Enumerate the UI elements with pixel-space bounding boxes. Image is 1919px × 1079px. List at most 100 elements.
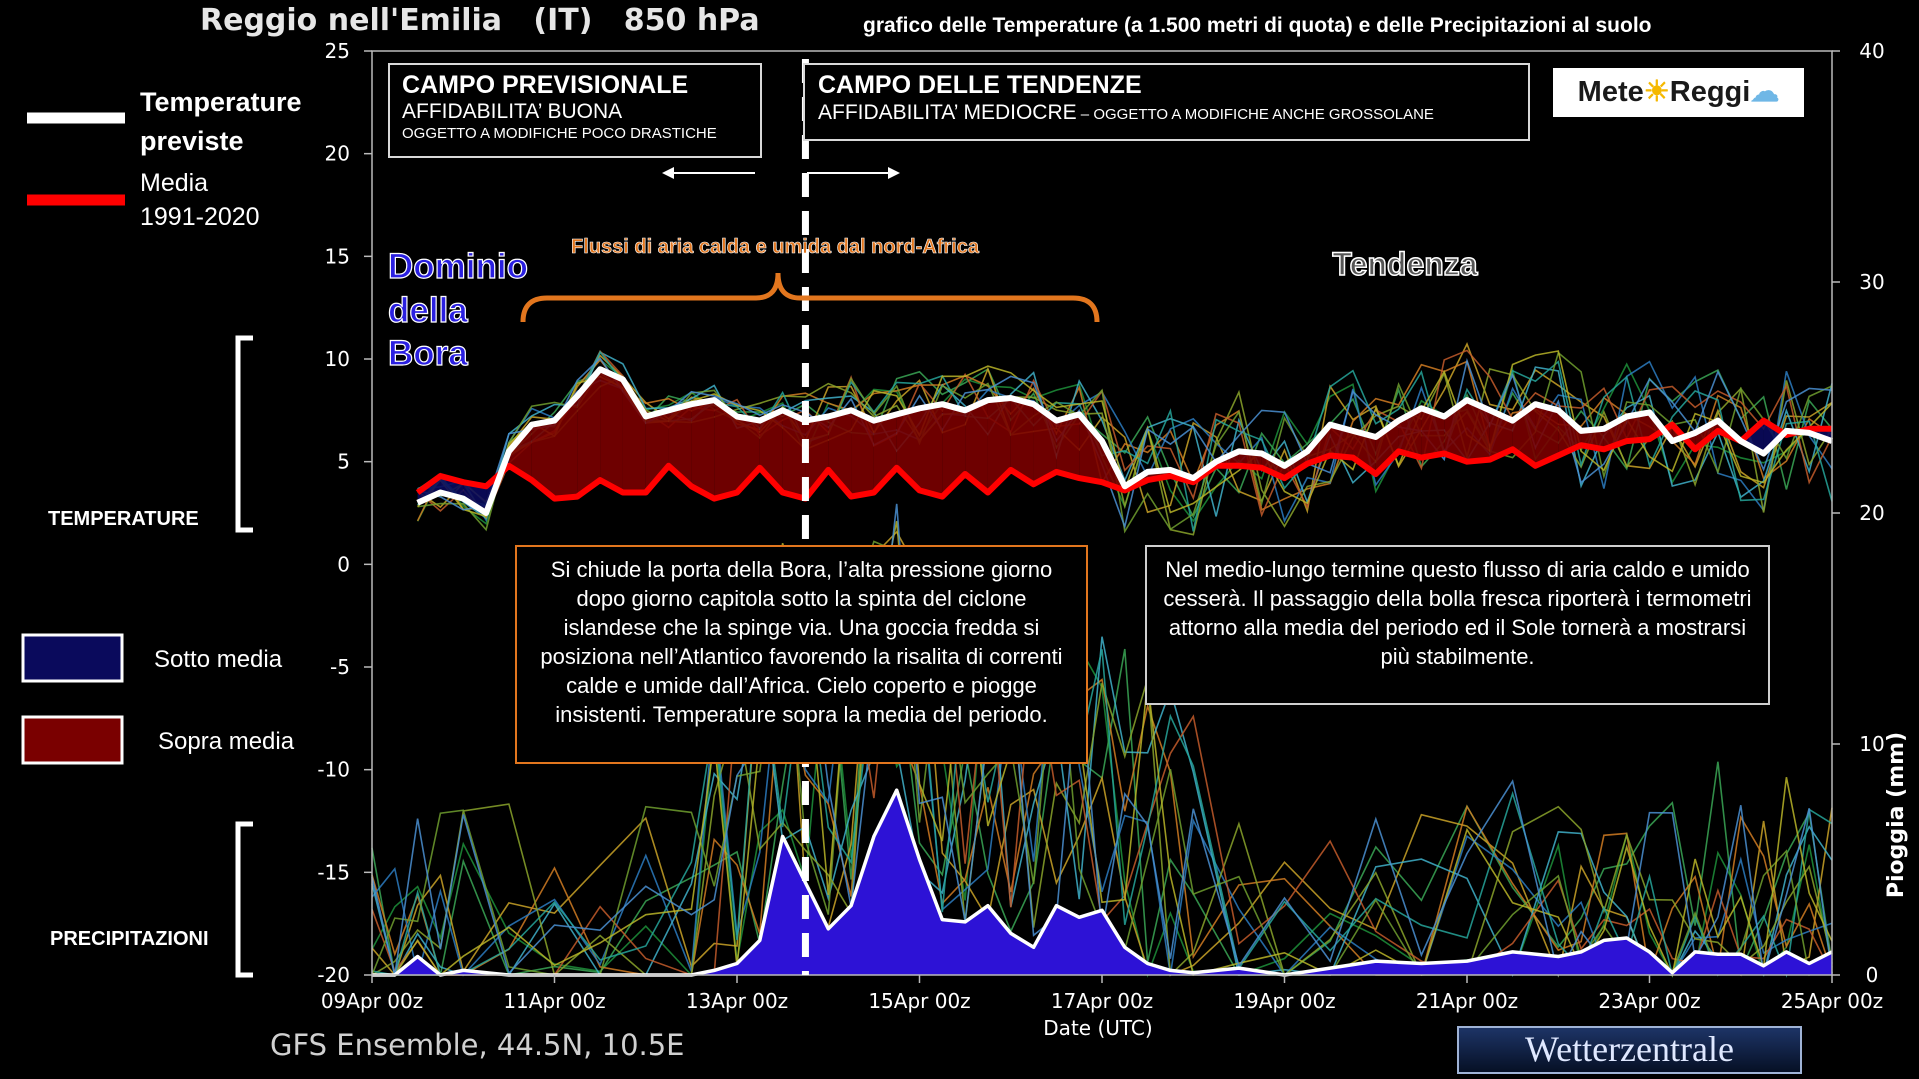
y-tick-label: 20 [325, 142, 350, 166]
above-average-fill [782, 410, 806, 499]
x-tick-label: 19Apr 00z [1233, 989, 1335, 1013]
above-average-fill [554, 395, 578, 499]
y-tick-label: 0 [337, 552, 350, 576]
legend-below-label: Sotto media [154, 646, 283, 673]
sun-icon: ☀ [1643, 76, 1670, 108]
flow-bracket [520, 272, 1100, 323]
legend-forecast-label-1: Temperature [140, 87, 302, 117]
below-average-fill [463, 482, 487, 513]
ensemble-temperature-trace [416, 358, 1833, 522]
above-average-fill [691, 400, 715, 499]
above-average-fill [1421, 408, 1445, 458]
legend-forecast-label-2: previste [140, 126, 244, 156]
above-average-fill [1330, 424, 1353, 458]
x-tick-label: 11Apr 00z [503, 989, 605, 1013]
y2-tick-label: 30 [1859, 270, 1884, 294]
forecast-commentary: Si chiude la porta della Bora, l’alta pr… [515, 545, 1088, 764]
above-average-fill [1626, 412, 1650, 442]
above-average-fill [805, 416, 829, 499]
trend-commentary: Nel medio-lungo termine questo flusso di… [1145, 545, 1770, 705]
y2-tick-label: 20 [1859, 501, 1884, 525]
plot-frame [371, 50, 1833, 976]
cloud-icon: ☁ [1750, 76, 1780, 108]
chart-subtitle: grafico delle Temperature (a 1.500 metri… [863, 14, 1652, 37]
annotation-bora-2: della [388, 291, 468, 330]
x-tick-label: 15Apr 00z [868, 989, 970, 1013]
meteoreggio-logo: Mete☀Reggi☁ [1553, 68, 1804, 117]
x-axis-label: Date (UTC) [1043, 1016, 1152, 1040]
trend-field-title: CAMPO DELLE TENDENZE [818, 71, 1142, 99]
main-lines [415, 366, 1834, 516]
y-tick-label: 5 [337, 450, 350, 474]
chart-title-location: Reggio nell'Emilia (IT) 850 hPa [200, 3, 760, 38]
x-tick-label: 17Apr 00z [1051, 989, 1153, 1013]
annotation-bora-3: Bora [388, 334, 468, 373]
model-info: GFS Ensemble, 44.5N, 10.5E [270, 1028, 685, 1062]
logo-text-a: Mete [1577, 76, 1644, 108]
forecast-temperature-line [416, 366, 1834, 516]
above-average-fill [942, 404, 966, 497]
legend-average-label-2: 1991-2020 [140, 203, 260, 231]
y-tick-label: -5 [330, 655, 350, 679]
logo-text-b: Reggi [1669, 76, 1751, 108]
arrow-right-head [888, 167, 900, 179]
forecast-field-reliability: AFFIDABILITA’ BUONA [402, 100, 623, 123]
x-tick-label: 23Apr 00z [1598, 989, 1700, 1013]
y2-axis-label: Pioggia (mm) [1884, 732, 1909, 898]
temperature-section-label: TEMPERATURE [48, 508, 199, 530]
above-average-fill [1010, 398, 1034, 485]
y-tick-label: -15 [317, 860, 350, 884]
precipitation-fill [372, 790, 1832, 975]
x-tick-label: 21Apr 00z [1416, 989, 1518, 1013]
trend-field-subline: AFFIDABILITA’ MEDIOCRE – OGGETTO A MODIF… [818, 99, 1515, 129]
ensemble-precip-trace [371, 503, 1833, 978]
above-average-fill [965, 400, 988, 493]
legend-average-label-1: Media [140, 169, 208, 197]
y2-tick-label: 10 [1859, 732, 1884, 756]
y-tick-label: -20 [317, 963, 350, 987]
y-tick-label: 25 [325, 39, 350, 63]
legend-above-swatch [21, 715, 124, 765]
above-average-fill [987, 398, 1011, 493]
above-average-fill [577, 369, 601, 497]
wetterzentrale-logo: Wetterzentrale [1457, 1026, 1802, 1074]
axes: 25 20 15 10 5 0 -5 -10 -15 -20 40 30 20 10 0 09Apr 00z 1… [317, 39, 1884, 1013]
precipitation-section-label: PRECIPITAZIONI [50, 928, 209, 950]
arrow-left-head [662, 167, 674, 179]
average-temperature-line [415, 417, 1832, 502]
above-average-fill [600, 369, 623, 493]
x-tick-label: 09Apr 00z [321, 989, 423, 1013]
precipitation-bracket [235, 821, 253, 978]
above-average-fill [1352, 430, 1376, 474]
forecast-field-title: CAMPO PREVISIONALE [402, 71, 689, 99]
y-tick-label: 10 [325, 347, 350, 371]
above-average-fill [851, 410, 874, 497]
above-average-fill [1489, 410, 1513, 460]
above-average-fill [1558, 410, 1582, 456]
y-tick-label: -10 [317, 758, 350, 782]
temperature-bracket [235, 335, 253, 533]
above-average-fill [1467, 400, 1490, 462]
above-average-fill [531, 420, 555, 499]
y2-tick-label: 40 [1859, 39, 1884, 63]
above-average-fill [919, 404, 943, 497]
legend-above-label: Sopra media [158, 728, 295, 755]
trend-field-box: CAMPO DELLE TENDENZE AFFIDABILITA’ MEDIO… [803, 63, 1530, 141]
forecast-field-box: CAMPO PREVISIONALE AFFIDABILITA’ BUONA O… [388, 63, 762, 158]
above-average-fill [714, 400, 737, 499]
above-average-fill [1535, 404, 1559, 466]
trend-field-reliability: AFFIDABILITA’ MEDIOCRE [818, 101, 1077, 124]
y-tick-label: 15 [325, 244, 350, 268]
above-average-fill [1056, 414, 1080, 479]
x-tick-label: 25Apr 00z [1781, 989, 1883, 1013]
annotation-flow: Flussi di aria calda e umida dal nord-Af… [571, 236, 980, 258]
above-average-fill [1033, 404, 1057, 485]
trend-field-note: – OGGETTO A MODIFICHE ANCHE GROSSOLANE [1076, 106, 1434, 123]
annotation-bora-1: Dominio [388, 247, 528, 286]
above-average-fill [668, 404, 692, 487]
legend-below-swatch [21, 633, 124, 683]
annotation-trend: Tendenza [1332, 246, 1477, 282]
y2-tick-label: 0 [1866, 963, 1879, 987]
above-average-fill [1079, 414, 1102, 483]
